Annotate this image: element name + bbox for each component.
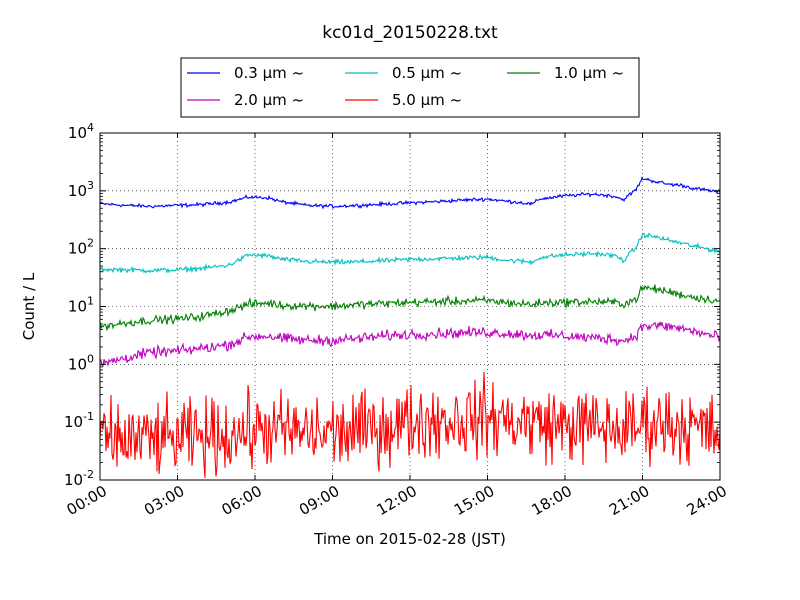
x-tick-label: 12:00 <box>374 482 420 519</box>
y-tick-label: 103 <box>68 179 94 200</box>
series-line-4 <box>100 372 720 478</box>
legend-label-1: 0.5 μm ~ <box>392 64 462 82</box>
y-tick-label: 10-2 <box>64 468 94 489</box>
y-tick-label: 102 <box>68 237 94 258</box>
series-line-1 <box>100 232 720 274</box>
series-line-0 <box>100 176 720 210</box>
chart-title: kc01d_20150228.txt <box>322 23 498 43</box>
plot-area <box>100 176 720 478</box>
y-axis-label: Count / L <box>20 272 38 340</box>
legend: 0.3 μm ~ 0.5 μm ~ 1.0 μm ~ 2.0 μm ~ 5.0 μm ~ <box>180 57 640 118</box>
y-tick-label: 104 <box>68 121 94 142</box>
x-tick-label: 15:00 <box>451 482 497 519</box>
series-line-2 <box>100 284 720 331</box>
series-line-3 <box>100 321 720 367</box>
legend-box <box>180 57 640 118</box>
x-tick-label: 18:00 <box>529 482 575 519</box>
x-tick-label: 03:00 <box>141 482 187 519</box>
legend-label-0: 0.3 μm ~ <box>234 64 304 82</box>
x-tick-label: 21:00 <box>606 482 652 519</box>
y-tick-label: 101 <box>68 295 94 316</box>
y-tick-label: 100 <box>68 352 94 373</box>
x-axis-label: Time on 2015-02-28 (JST) <box>313 530 506 548</box>
y-tick-label: 10-1 <box>64 410 94 431</box>
legend-label-3: 2.0 μm ~ <box>234 91 304 109</box>
legend-label-2: 1.0 μm ~ <box>554 64 624 82</box>
x-tick-label: 24:00 <box>684 482 730 519</box>
x-tick-label: 09:00 <box>296 482 342 519</box>
x-tick-label: 06:00 <box>219 482 265 519</box>
legend-label-4: 5.0 μm ~ <box>392 91 462 109</box>
